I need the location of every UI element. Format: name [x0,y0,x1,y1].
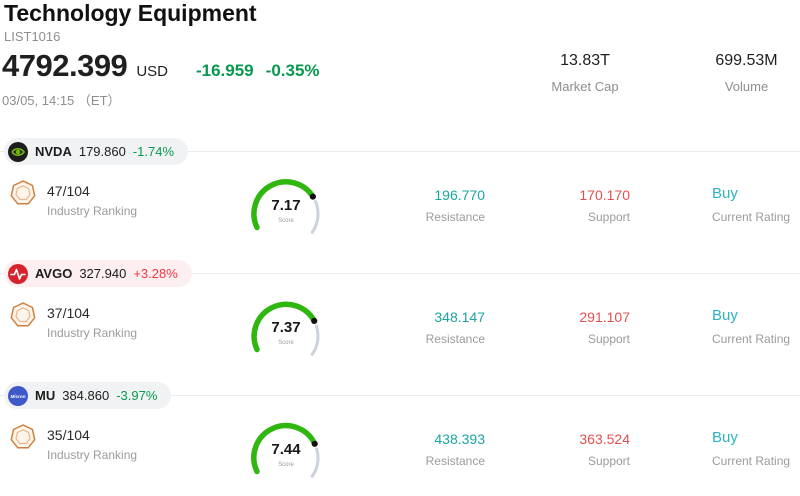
stock-price: 384.860 [62,388,110,403]
support-value: 363.524 [579,431,630,447]
rating-block: Buy Current Rating [712,307,790,346]
index-price-row: 4792.399 USD -16.959 -0.35% [2,48,320,84]
resistance-block: 438.393 Resistance [426,431,485,468]
support-label: Support [587,332,630,346]
stock-symbol: AVGO [35,266,73,281]
currency-label: USD [136,63,168,80]
market-cap-label: Market Cap [551,79,619,94]
resistance-value: 196.770 [434,187,485,203]
stock-badge-avgo[interactable]: AVGO 327.940 +3.28% [4,260,192,287]
score-gauge: 7.37 Score [242,294,330,356]
score-value: 7.44 [271,441,301,458]
stock-change: -3.97% [116,388,158,403]
stock-symbol: MU [35,388,56,403]
ranking-badge-icon [10,424,36,450]
score-label: Score [278,461,294,468]
price-change: -16.959 [195,61,254,80]
score-value: 7.37 [271,319,301,336]
ranking-value: 47/104 [47,183,90,199]
volume-label: Volume [724,79,769,94]
resistance-label: Resistance [425,454,485,468]
score-label: Score [278,217,294,224]
support-block: 170.170 Support [579,187,630,224]
stock-symbol: NVDA [35,144,72,159]
rating-label: Current Rating [712,210,791,224]
ranking-label: Industry Ranking [47,448,138,462]
rating-label: Current Rating [712,454,791,468]
ranking-label: Industry Ranking [47,204,138,218]
score-gauge: 7.17 Score [242,172,330,234]
support-value: 291.107 [579,309,630,325]
ranking-value: 35/104 [47,427,90,443]
score-gauge: 7.44 Score [242,416,330,478]
broadcom-logo-icon [8,263,28,284]
stock-change: +3.28% [133,266,178,281]
rating-value[interactable]: Buy [712,429,738,446]
score-gauge-arc [251,422,320,478]
ranking-block: 37/104 Industry Ranking [47,305,137,340]
svg-text:Micron: Micron [10,394,25,399]
stock-section-nvda: NVDA 179.860 -1.74% 47/104 Industry Rank… [0,130,800,252]
stock-price: 327.940 [79,266,127,281]
rating-block: Buy Current Rating [712,429,790,468]
resistance-label: Resistance [425,210,485,224]
market-cap-value: 13.83T [560,52,610,69]
micron-logo-icon: Micron [8,385,28,406]
ranking-block: 47/104 Industry Ranking [47,183,137,218]
market-cap-stat: 13.83T Market Cap [515,52,655,94]
stock-change: -1.74% [132,144,175,159]
row-divider [0,395,800,396]
resistance-label: Resistance [425,332,485,346]
score-label: Score [278,339,294,346]
stock-badge-mu[interactable]: Micron MU 384.860 -3.97% [4,382,172,409]
ranking-badge-icon [10,302,36,328]
stock-price: 179.860 [78,144,126,159]
ranking-value: 37/104 [47,305,90,321]
resistance-value: 438.393 [434,431,485,447]
score-value: 7.17 [271,197,301,214]
support-value: 170.170 [579,187,630,203]
page-title: Technology Equipment [4,0,257,26]
stock-badge-nvda[interactable]: NVDA 179.860 -1.74% [4,138,189,165]
timestamp: 03/05, 14:15 （ET） [2,93,121,108]
resistance-value: 348.147 [434,309,485,325]
resistance-block: 348.147 Resistance [426,309,485,346]
rating-value[interactable]: Buy [712,185,738,202]
score-gauge-arc [251,301,320,356]
row-divider [0,273,800,274]
volume-stat: 699.53M Volume [695,52,798,94]
volume-value: 699.53M [715,52,778,69]
index-price: 4792.399 [2,48,128,83]
rating-block: Buy Current Rating [712,185,790,224]
ranking-label: Industry Ranking [47,326,138,340]
rating-label: Current Rating [712,332,791,346]
rating-value[interactable]: Buy [712,307,738,324]
stock-section-avgo: AVGO 327.940 +3.28% 37/104 Industry Rank… [0,252,800,374]
ranking-block: 35/104 Industry Ranking [47,427,137,462]
support-block: 291.107 Support [579,309,630,346]
ranking-badge-icon [10,180,36,206]
list-id: LIST1016 [4,29,61,44]
price-change-percent: -0.35% [265,61,320,80]
support-label: Support [587,454,630,468]
nvidia-logo-icon [8,141,28,162]
row-divider [0,151,800,152]
score-gauge-arc [251,179,320,234]
stock-section-mu: Micron MU 384.860 -3.97% 35/104 Industry… [0,374,800,496]
support-block: 363.524 Support [579,431,630,468]
resistance-block: 196.770 Resistance [426,187,485,224]
support-label: Support [587,210,630,224]
